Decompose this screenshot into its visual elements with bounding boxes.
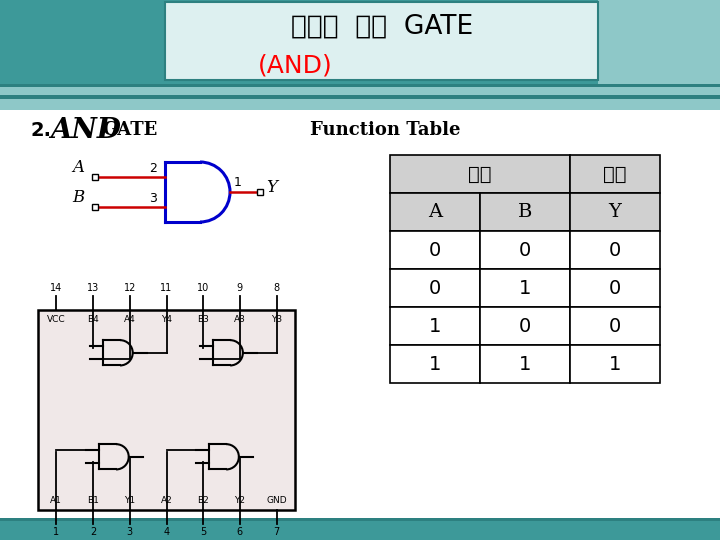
Text: 2: 2 [90, 527, 96, 537]
Bar [92, 204, 98, 210]
Bar [0, 110, 720, 518]
Text: 입력: 입력 [468, 165, 492, 184]
Text: 11: 11 [161, 283, 173, 293]
Text: 1: 1 [429, 354, 441, 374]
Text: 1: 1 [519, 279, 531, 298]
Text: B1: B1 [87, 496, 99, 505]
Text: A2: A2 [161, 496, 172, 505]
Bar [0, 84, 720, 87]
Text: 1: 1 [234, 177, 242, 190]
Bar [0, 518, 720, 540]
Bar [390, 231, 480, 269]
Bar [480, 231, 570, 269]
Text: 디지털  논리  GATE: 디지털 논리 GATE [291, 14, 473, 40]
Text: 13: 13 [87, 283, 99, 293]
Text: Y1: Y1 [125, 496, 135, 505]
Text: 0: 0 [519, 240, 531, 260]
Bar [598, 0, 720, 95]
Text: 0: 0 [429, 279, 441, 298]
Text: B2: B2 [197, 496, 209, 505]
Text: A: A [428, 203, 442, 221]
Text: 14: 14 [50, 283, 63, 293]
Text: 출력: 출력 [603, 165, 626, 184]
Text: Function Table: Function Table [310, 121, 461, 139]
Text: Y4: Y4 [161, 315, 172, 324]
Bar [0, 95, 720, 110]
Text: A4: A4 [124, 315, 135, 324]
Text: 1: 1 [53, 527, 60, 537]
Text: A: A [72, 159, 84, 176]
Text: A1: A1 [50, 496, 63, 505]
Bar [92, 174, 98, 180]
Text: 0: 0 [609, 316, 621, 335]
Text: 3: 3 [149, 192, 157, 206]
Text: 6: 6 [237, 527, 243, 537]
Bar [480, 307, 570, 345]
Text: 0: 0 [609, 240, 621, 260]
Text: 0: 0 [519, 316, 531, 335]
Text: B3: B3 [197, 315, 209, 324]
Text: Y2: Y2 [235, 496, 246, 505]
Text: Y: Y [266, 179, 277, 195]
Text: 3: 3 [127, 527, 133, 537]
Bar [390, 307, 480, 345]
Bar [390, 345, 480, 383]
Bar [570, 269, 660, 307]
Text: 1: 1 [519, 354, 531, 374]
Bar [390, 155, 570, 193]
Text: 7: 7 [274, 527, 280, 537]
Bar [257, 189, 263, 195]
Text: VCC: VCC [47, 315, 66, 324]
Text: GND: GND [266, 496, 287, 505]
Text: A3: A3 [234, 315, 246, 324]
Bar [570, 345, 660, 383]
Bar [570, 231, 660, 269]
Text: 1: 1 [609, 354, 621, 374]
Bar [480, 269, 570, 307]
Bar [480, 345, 570, 383]
Bar [0, 85, 720, 95]
Bar [0, 0, 720, 95]
Text: Y: Y [608, 203, 621, 221]
Text: B: B [72, 188, 84, 206]
Text: Y3: Y3 [271, 315, 282, 324]
Text: (AND): (AND) [258, 53, 333, 77]
Bar [390, 193, 480, 231]
Text: 9: 9 [237, 283, 243, 293]
Text: 0: 0 [429, 240, 441, 260]
Text: 12: 12 [124, 283, 136, 293]
Text: AND: AND [50, 117, 121, 144]
Bar [0, 518, 720, 521]
Text: B4: B4 [87, 315, 99, 324]
Text: 8: 8 [274, 283, 279, 293]
Bar [570, 155, 660, 193]
Bar [0, 95, 720, 99]
Text: 4: 4 [163, 527, 170, 537]
Text: B: B [518, 203, 532, 221]
Bar [480, 193, 570, 231]
Text: 1: 1 [429, 316, 441, 335]
Bar [570, 193, 660, 231]
Text: 0: 0 [609, 279, 621, 298]
Text: 5: 5 [200, 527, 207, 537]
Text: 2: 2 [149, 163, 157, 176]
Text: 2.: 2. [30, 120, 51, 139]
Bar [390, 269, 480, 307]
Text: 10: 10 [197, 283, 210, 293]
Text: GATE: GATE [102, 121, 157, 139]
Bar [570, 307, 660, 345]
Bar [38, 310, 295, 510]
Bar [165, 2, 598, 80]
